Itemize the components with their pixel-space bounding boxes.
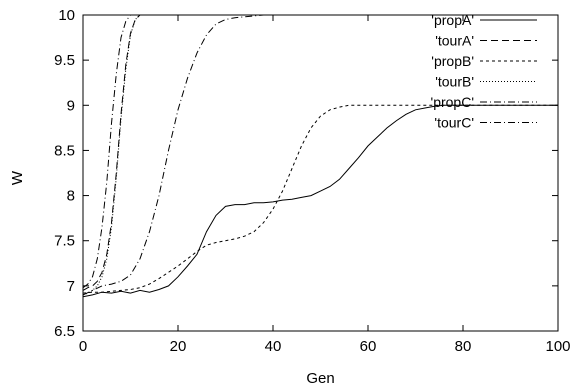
y-tick-label: 8.5 [54, 142, 75, 159]
series-line-1 [82, 14, 150, 291]
y-tick-label: 7 [67, 278, 75, 295]
y-tick-label: 7.5 [54, 233, 75, 250]
y-tick-label: 9 [67, 97, 75, 114]
y-tick-label: 6.5 [54, 323, 75, 340]
series-line-0 [82, 104, 558, 298]
legend-label: 'propA' [431, 12, 474, 28]
series-line-5 [82, 14, 136, 289]
y-axis-label: W [9, 170, 26, 185]
axis-ticks: 0 20 40 60 80 100 6.5 7 7.5 8 8.5 9 9.5 10 [54, 7, 570, 355]
series-line-2 [82, 104, 558, 294]
legend: 'propA' 'tourA' 'propB' 'tourB' 'propC' 'tour… [431, 12, 537, 131]
y-tick-label: 8 [67, 188, 75, 205]
series-layer [82, 14, 558, 298]
legend-label: 'propC' [431, 94, 474, 110]
plot-frame [82, 14, 559, 332]
x-tick-label: 100 [545, 338, 570, 355]
legend-label: 'propB' [431, 53, 474, 69]
x-tick-label: 20 [170, 338, 187, 355]
y-tick-label: 9.5 [54, 52, 75, 69]
legend-label: 'tourC' [434, 115, 474, 131]
x-axis-label: Gen [306, 370, 334, 385]
series-line-4 [82, 14, 558, 296]
x-tick-label: 80 [455, 338, 472, 355]
x-tick-label: 60 [360, 338, 377, 355]
y-tick-label: 10 [58, 7, 75, 24]
x-tick-label: 0 [79, 338, 87, 355]
x-tick-label: 40 [265, 338, 282, 355]
legend-label: 'tourA' [435, 33, 474, 49]
series-line-3 [82, 14, 145, 296]
legend-label: 'tourB' [435, 74, 474, 90]
